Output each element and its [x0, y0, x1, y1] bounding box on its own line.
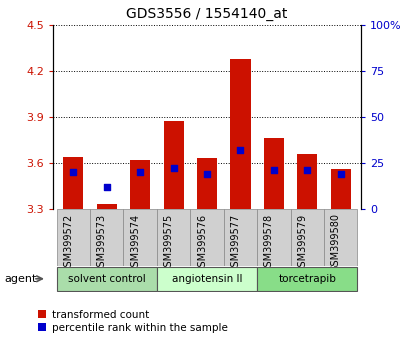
Point	[170, 166, 176, 171]
Point	[137, 169, 143, 175]
Bar	[256, 209, 290, 266]
Point	[70, 169, 76, 175]
Bar	[256, 267, 357, 291]
Title: GDS3556 / 1554140_at: GDS3556 / 1554140_at	[126, 7, 287, 21]
Text: angiotensin II: angiotensin II	[171, 274, 242, 284]
Text: GSM399572: GSM399572	[63, 213, 73, 273]
Text: GSM399576: GSM399576	[197, 213, 207, 273]
Text: GSM399577: GSM399577	[230, 213, 240, 273]
Point	[103, 184, 110, 190]
Legend: transformed count, percentile rank within the sample: transformed count, percentile rank withi…	[38, 310, 227, 333]
Bar	[230, 58, 250, 209]
Point	[337, 171, 343, 177]
Bar	[330, 169, 350, 209]
Text: solvent control: solvent control	[68, 274, 145, 284]
Bar	[56, 267, 157, 291]
Bar	[297, 154, 317, 209]
Bar	[223, 209, 256, 266]
Bar	[56, 209, 90, 266]
Bar	[130, 160, 150, 209]
Text: GSM399574: GSM399574	[130, 213, 140, 273]
Text: GSM399580: GSM399580	[330, 213, 340, 272]
Bar	[290, 209, 323, 266]
Bar	[157, 209, 190, 266]
Bar	[197, 158, 216, 209]
Bar	[123, 209, 157, 266]
Bar	[163, 121, 183, 209]
Bar	[190, 209, 223, 266]
Point	[203, 171, 210, 177]
Text: GSM399579: GSM399579	[297, 213, 307, 273]
Text: agent: agent	[4, 274, 36, 284]
Text: GSM399573: GSM399573	[97, 213, 106, 273]
Point	[237, 147, 243, 153]
Bar	[97, 204, 117, 209]
Text: torcetrapib: torcetrapib	[278, 274, 335, 284]
Bar	[157, 267, 256, 291]
Bar	[90, 209, 123, 266]
Bar	[63, 157, 83, 209]
Point	[303, 167, 310, 173]
Bar	[263, 138, 283, 209]
Point	[270, 167, 276, 173]
Text: GSM399578: GSM399578	[263, 213, 273, 273]
Text: GSM399575: GSM399575	[163, 213, 173, 273]
Bar	[323, 209, 357, 266]
